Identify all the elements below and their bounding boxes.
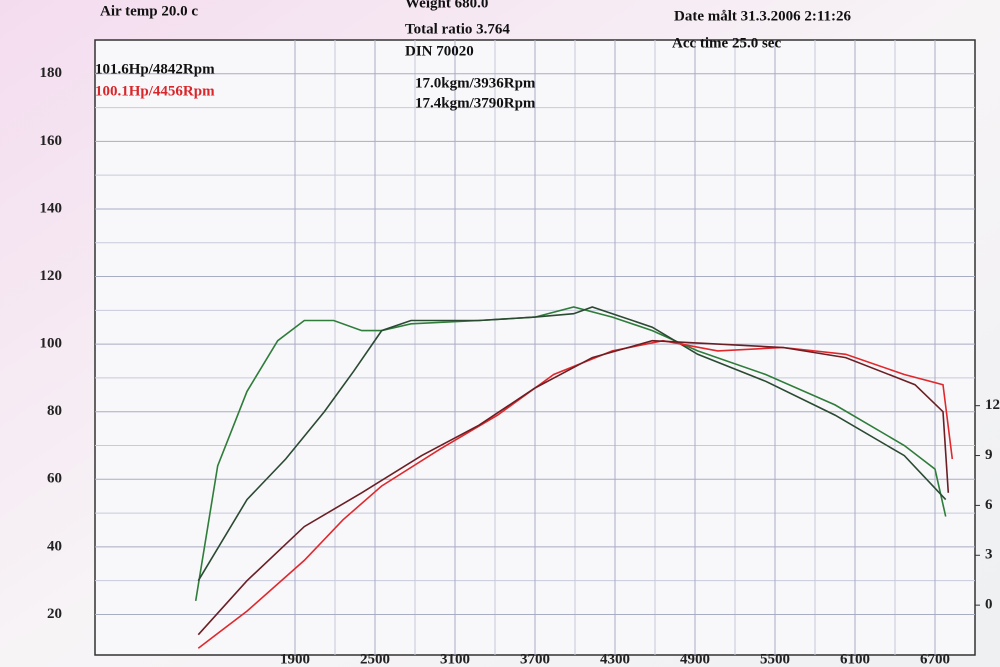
y-tick-label: 120 bbox=[40, 268, 63, 284]
y2-tick-label: 9 bbox=[985, 447, 993, 463]
y-tick-label: 60 bbox=[47, 471, 62, 487]
x-tick-label: 1900 bbox=[280, 651, 310, 667]
y2-tick-label: 0 bbox=[985, 597, 993, 613]
y-tick-label: 20 bbox=[47, 606, 62, 622]
y-tick-label: 40 bbox=[47, 538, 62, 554]
annotation: Air temp 20.0 c bbox=[100, 3, 198, 19]
x-tick-label: 4300 bbox=[600, 651, 630, 667]
y2-tick-label: 12 bbox=[985, 397, 1000, 413]
y-tick-label: 100 bbox=[40, 336, 63, 352]
x-tick-label: 4900 bbox=[680, 651, 710, 667]
annotation: DIN 70020 bbox=[405, 43, 474, 59]
annotation: 17.0kgm/3936Rpm bbox=[415, 75, 536, 91]
y-tick-label: 160 bbox=[40, 133, 63, 149]
y2-tick-label: 3 bbox=[985, 547, 993, 563]
annotation: Acc time 25.0 sec bbox=[672, 35, 781, 51]
annotation: Total ratio 3.764 bbox=[405, 21, 510, 37]
y-tick-label: 140 bbox=[40, 200, 63, 216]
annotation: 101.6Hp/4842Rpm bbox=[95, 61, 215, 77]
x-tick-label: 3700 bbox=[520, 651, 550, 667]
x-tick-label: 2500 bbox=[360, 651, 390, 667]
annotation: Weight 680.0 bbox=[405, 0, 488, 11]
annotation: 17.4kgm/3790Rpm bbox=[415, 95, 536, 111]
x-tick-label: 3100 bbox=[440, 651, 470, 667]
y-tick-label: 80 bbox=[47, 403, 62, 419]
x-tick-label: 6100 bbox=[840, 651, 870, 667]
y2-tick-label: 6 bbox=[985, 497, 993, 513]
y-tick-label: 180 bbox=[40, 65, 63, 81]
power-curve bbox=[197, 339, 950, 636]
x-tick-label: 5500 bbox=[760, 651, 790, 667]
annotation: Date målt 31.3.2006 2:11:26 bbox=[674, 8, 852, 24]
x-tick-label: 6700 bbox=[920, 651, 950, 667]
power-curve bbox=[197, 306, 947, 582]
annotation: 100.1Hp/4456Rpm bbox=[95, 83, 215, 99]
